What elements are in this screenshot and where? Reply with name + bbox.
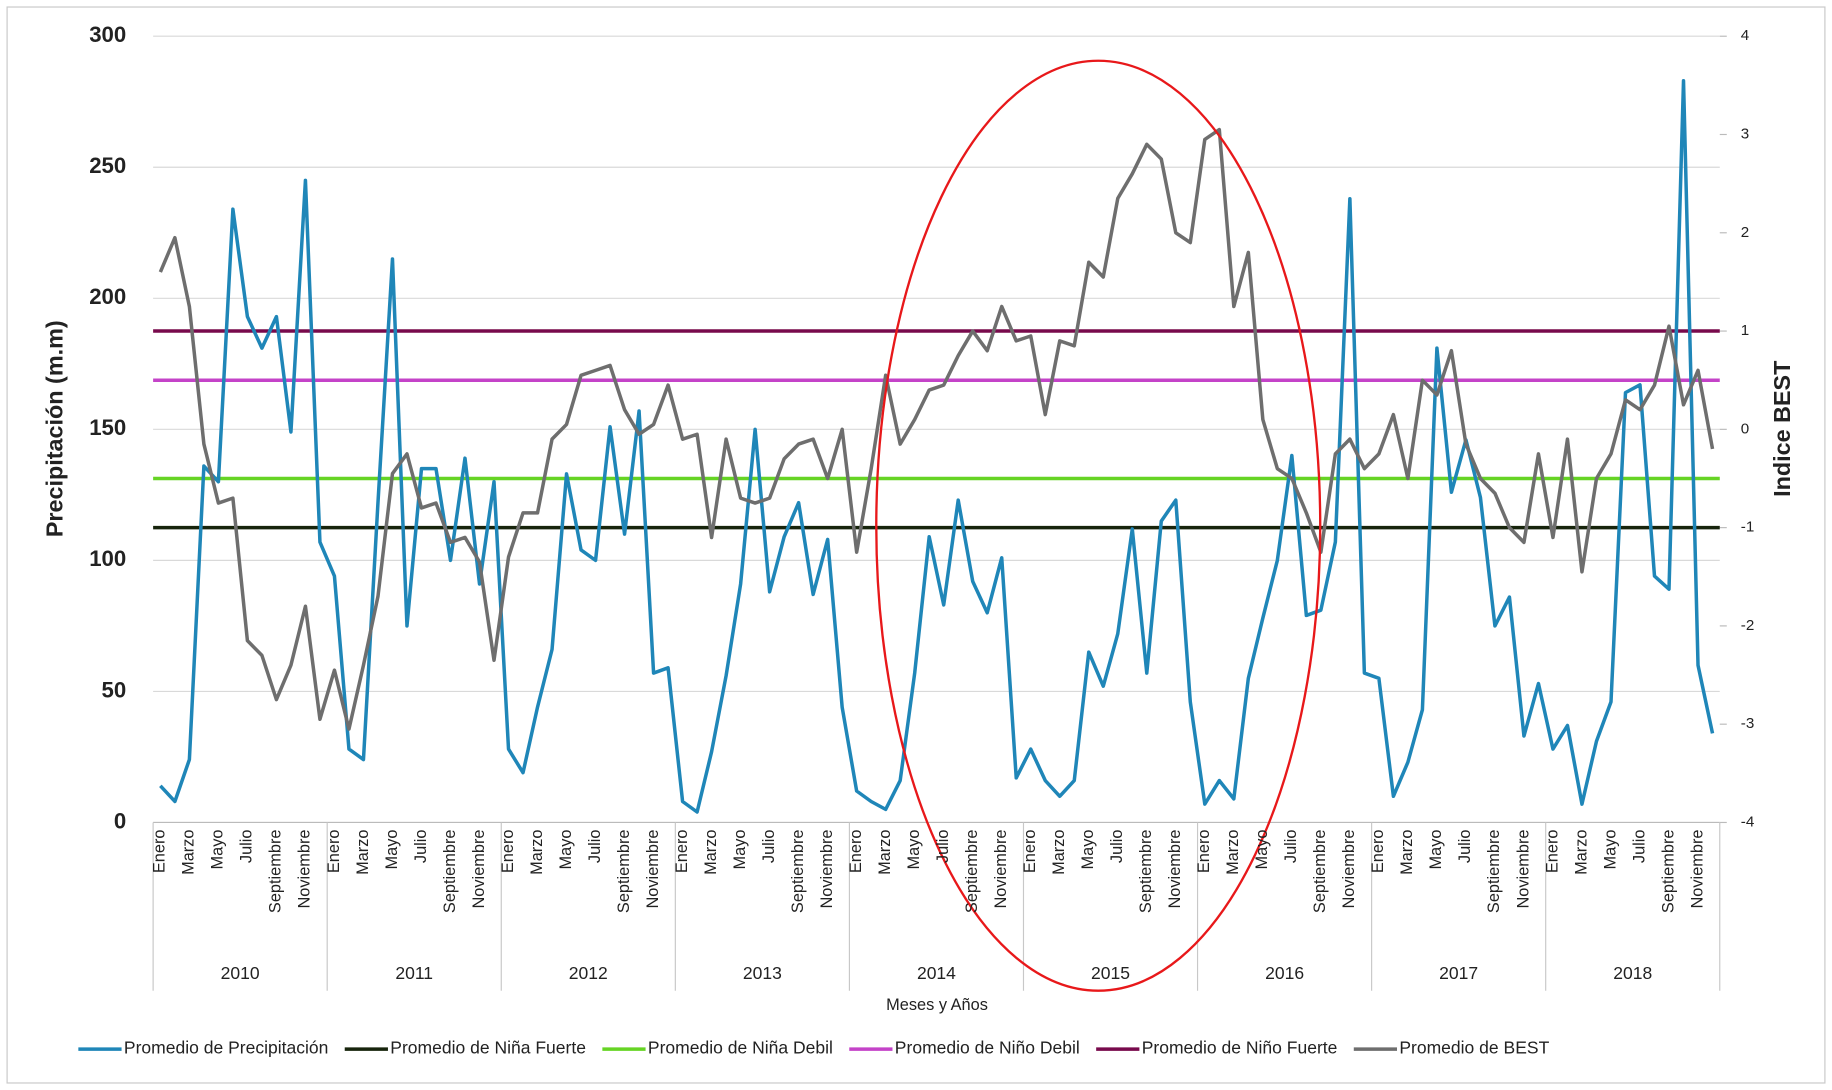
plot-area [153,79,1720,814]
x-tick-label: Noviembre [1688,829,1706,908]
x-tick-label: Mayo [209,829,227,869]
group-label: 2012 [569,963,608,983]
x-tick-label: Mayo [1079,829,1097,869]
x-tick-label: Noviembre [1514,829,1532,908]
y2-tick-label: -2 [1741,617,1755,634]
x-tick-label: Julio [586,829,604,863]
x-tick-label: Septiembre [615,829,633,913]
y2-tick-label: 2 [1741,224,1749,241]
x-tick-label: Septiembre [441,829,459,913]
x-tick-label: Enero [325,829,343,873]
x-tick-label: Marzo [354,829,372,874]
x-tick-label: Julio [1282,829,1300,863]
x-tick-label: Noviembre [644,829,662,908]
y2-tick-label: -1 [1741,519,1755,536]
x-tick-label: Enero [1021,829,1039,873]
x-tick-label: Mayo [557,829,575,869]
y-tick-label: 100 [89,546,126,571]
x-tick-label: Marzo [1398,829,1416,874]
legend-label: Promedio de BEST [1399,1038,1549,1058]
x-axis-title: Meses y Años [886,996,988,1014]
y-tick-label: 200 [89,284,126,309]
x-tick-label: Septiembre [267,829,285,913]
y2-tick-label: -4 [1741,813,1755,830]
group-label: 2018 [1613,963,1652,983]
x-tick-label: Septiembre [1659,829,1677,913]
x-tick-label: Marzo [1050,829,1068,874]
y2-tick-label: 4 [1741,27,1749,44]
x-tick-label: Noviembre [992,829,1010,908]
x-tick-label: Marzo [702,829,720,874]
x-tick-label: Julio [934,829,952,863]
x-tick-label: Julio [1456,829,1474,863]
x-tick-label: Septiembre [1485,829,1503,913]
x-tick-label: Marzo [1572,829,1590,874]
x-tick-label: Noviembre [296,829,314,908]
x-tick-label: Mayo [383,829,401,869]
legend-label: Promedio de Precipitación [124,1038,328,1058]
x-tick-label: Enero [1195,829,1213,873]
highlight-ellipse [875,59,1322,992]
group-label: 2016 [1265,963,1304,983]
y-tick-label: 150 [89,415,126,440]
y-axis-title: Precipitación (m.m) [41,320,67,537]
group-label: 2010 [221,963,260,983]
x-tick-label: Marzo [180,829,198,874]
x-tick-label: Marzo [528,829,546,874]
x-tick-label: Mayo [1601,829,1619,869]
x-tick-label: Noviembre [818,829,836,908]
x-tick-label: Enero [673,829,691,873]
group-label: 2013 [743,963,782,983]
x-tick-label: Noviembre [1340,829,1358,908]
y-tick-label: 300 [89,22,126,47]
x-tick-label: Noviembre [470,829,488,908]
y-tick-label: 50 [102,677,127,702]
y-tick-label: 250 [89,153,126,178]
x-tick-label: Mayo [1253,829,1271,869]
y2-axis-title: Indice BEST [1769,360,1795,497]
group-label: 2014 [917,963,956,983]
y2-tick-label: 1 [1741,322,1749,339]
x-tick-label: Septiembre [1137,829,1155,913]
x-tick-label: Marzo [876,829,894,874]
legend-label: Promedio de Niña Fuerte [390,1038,586,1058]
x-tick-label: Enero [499,829,517,873]
x-tick-label: Julio [1630,829,1648,863]
x-tick-label: Marzo [1224,829,1242,874]
x-tick-label: Enero [1543,829,1561,873]
x-tick-label: Enero [151,829,169,873]
group-label: 2015 [1091,963,1130,983]
x-tick-label: Julio [760,829,778,863]
group-label: 2017 [1439,963,1478,983]
x-tick-label: Septiembre [963,829,981,913]
x-tick-label: Mayo [905,829,923,869]
y2-tick-label: -3 [1741,715,1755,732]
x-tick-label: Mayo [1427,829,1445,869]
y2-tick-label: 3 [1741,126,1749,143]
x-tick-label: Enero [1369,829,1387,873]
group-label: 2011 [395,963,433,983]
x-tick-label: Septiembre [789,829,807,913]
y-tick-label: 0 [114,808,126,833]
x-tick-label: Septiembre [1311,829,1329,913]
x-tick-label: Enero [847,829,865,873]
x-tick-label: Julio [1108,829,1126,863]
legend-label: Promedio de Niño Debil [895,1038,1080,1058]
chart-frame [6,6,1826,1084]
y2-tick-label: 0 [1741,420,1749,437]
x-tick-label: Julio [238,829,256,863]
legend-label: Promedio de Niño Fuerte [1142,1038,1338,1058]
x-tick-label: Julio [412,829,430,863]
x-tick-label: Mayo [731,829,749,869]
legend-label: Promedio de Niña Debil [648,1038,833,1058]
x-tick-label: Noviembre [1166,829,1184,908]
series-line [158,127,1715,731]
